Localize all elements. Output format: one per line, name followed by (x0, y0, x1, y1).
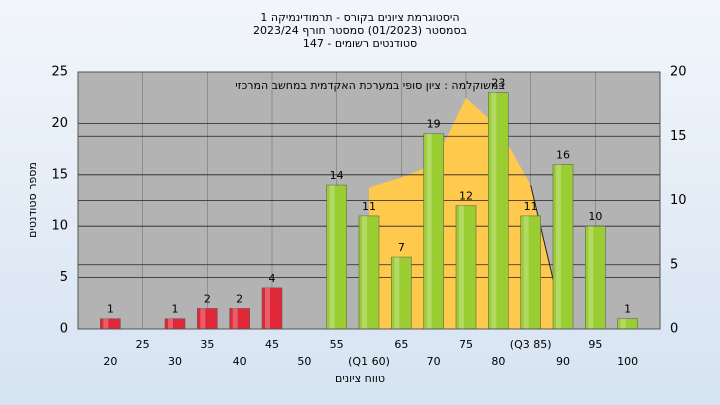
bar-shine (232, 308, 238, 329)
data-label: 10 (588, 210, 602, 223)
x-tick-label: 55 (330, 338, 344, 351)
bar-shine (168, 318, 173, 329)
data-label: 11 (524, 200, 538, 213)
data-label: 19 (427, 118, 441, 131)
x-tick-label: 95 (588, 338, 602, 351)
data-label: 23 (491, 77, 505, 90)
title-line: היסטוגרמת ציונים בקורס - תרמודינמיקה 1 (260, 11, 459, 24)
title-line: סטודנטים רשומים - 147 (303, 37, 417, 50)
bar-shine (265, 287, 270, 329)
x-tick-label: 20 (103, 355, 117, 368)
bar-shine (200, 308, 206, 329)
title-line: בסמסטר (01/2023) סמסטר חורף 2023/24 (253, 24, 467, 37)
data-label: 1 (172, 303, 179, 316)
x-tick-label: (Q1 60) (348, 355, 390, 368)
data-label: 1 (624, 303, 631, 316)
x-tick-label: 75 (459, 338, 473, 351)
bar-shine (329, 185, 335, 329)
bar-shine (556, 164, 561, 329)
y-tick-label: 0 (60, 322, 68, 337)
data-label: 2 (236, 292, 243, 305)
y-tick-label: 5 (60, 270, 68, 285)
data-label: 11 (362, 200, 376, 213)
y-axis-label: מספר סטודנטים (26, 162, 39, 238)
bar-shine (588, 226, 594, 329)
data-label: 2 (204, 292, 211, 305)
bar-shine (426, 133, 432, 329)
y-tick-label: 25 (51, 65, 68, 80)
y2-tick-label: 15 (670, 129, 687, 144)
bar-shine (523, 215, 529, 329)
y2-tick-label: 20 (670, 65, 687, 80)
y-tick-label: 10 (51, 219, 68, 234)
y2-tick-label: 5 (670, 257, 678, 272)
x-tick-label: 30 (168, 355, 182, 368)
data-label: 14 (330, 169, 344, 182)
x-tick-label: (Q3 85) (510, 338, 552, 351)
data-label: 16 (556, 149, 570, 162)
annotation: במשוקלמה : ציון סופי במערכת האקדמית במחש… (235, 79, 505, 92)
bar-shine (459, 205, 464, 329)
x-tick-label: 65 (394, 338, 408, 351)
bar-shine (491, 92, 497, 329)
y-tick-label: 20 (51, 116, 68, 131)
x-tick-label: 45 (265, 338, 279, 351)
y2-tick-label: 0 (670, 322, 678, 337)
data-label: 12 (459, 190, 473, 203)
x-tick-label: 40 (233, 355, 247, 368)
x-tick-label: 50 (297, 355, 311, 368)
plot-border (77, 71, 661, 330)
x-axis-label: טווח ציונים (335, 372, 385, 385)
data-label: 7 (398, 241, 405, 254)
y-tick-label: 15 (51, 167, 68, 182)
x-tick-label: 90 (556, 355, 570, 368)
data-label: 4 (269, 272, 276, 285)
x-tick-label: 25 (136, 338, 150, 351)
area-edge (530, 184, 554, 281)
y2-tick-label: 10 (670, 193, 687, 208)
data-label: 1 (107, 303, 114, 316)
x-tick-label: 80 (491, 355, 505, 368)
x-tick-label: 70 (427, 355, 441, 368)
bar-shine (394, 257, 400, 329)
bar-shine (103, 318, 109, 329)
bar-shine (362, 215, 367, 329)
bar-shine (620, 318, 626, 329)
x-tick-label: 35 (200, 338, 214, 351)
x-tick-label: 100 (617, 355, 638, 368)
